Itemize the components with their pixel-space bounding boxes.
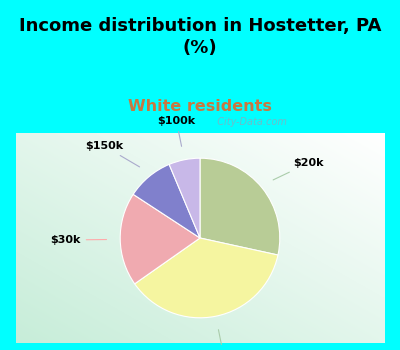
Wedge shape — [169, 158, 200, 238]
Wedge shape — [200, 158, 280, 255]
Text: $75k: $75k — [208, 330, 239, 350]
Text: $30k: $30k — [50, 235, 106, 245]
Text: Income distribution in Hostetter, PA
(%): Income distribution in Hostetter, PA (%) — [19, 17, 381, 57]
Text: City-Data.com: City-Data.com — [211, 117, 287, 127]
Text: $150k: $150k — [86, 141, 140, 167]
Text: White residents: White residents — [128, 99, 272, 114]
Wedge shape — [133, 164, 200, 238]
Text: $20k: $20k — [273, 158, 324, 180]
Text: $100k: $100k — [158, 116, 196, 146]
Wedge shape — [135, 238, 278, 318]
Wedge shape — [120, 194, 200, 284]
